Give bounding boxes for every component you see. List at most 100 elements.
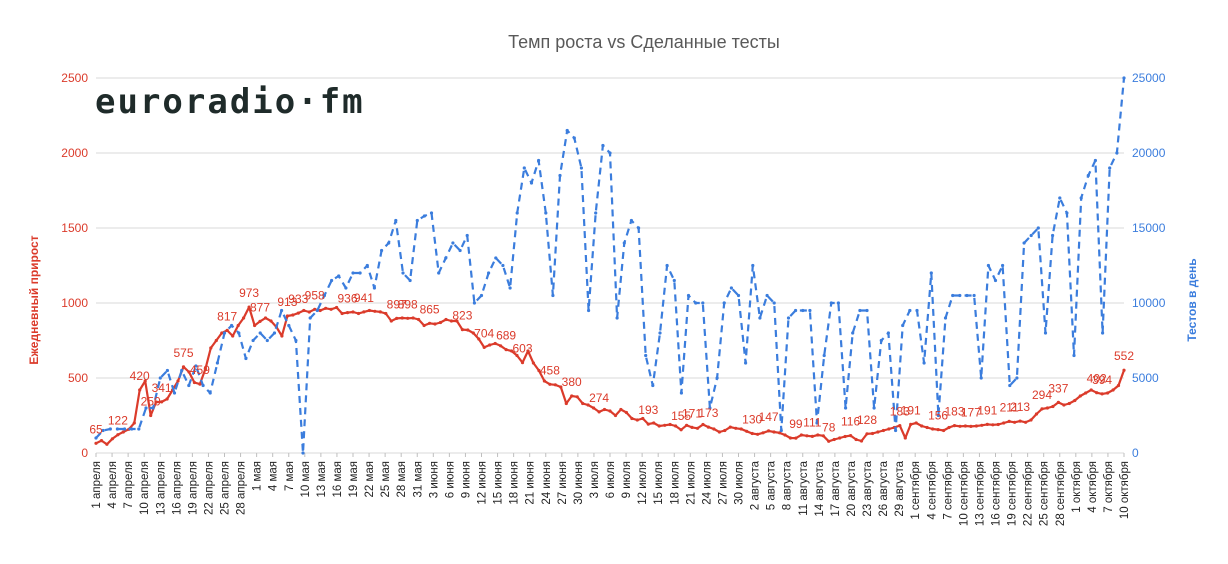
data-label: 147 xyxy=(759,410,779,424)
data-point xyxy=(394,218,398,223)
data-point xyxy=(1029,418,1033,422)
x-tick-label: 30 июля xyxy=(734,461,746,505)
data-point xyxy=(597,410,601,414)
data-point xyxy=(952,424,957,428)
data-point xyxy=(247,305,251,309)
data-point xyxy=(526,349,530,353)
data-point xyxy=(209,346,213,350)
data-point xyxy=(708,406,712,410)
data-point xyxy=(529,181,534,185)
data-point xyxy=(138,388,142,392)
data-point xyxy=(222,331,227,335)
data-point xyxy=(777,431,782,435)
data-label: 459 xyxy=(190,363,210,377)
data-point xyxy=(149,413,153,418)
data-point xyxy=(594,211,598,215)
data-point xyxy=(756,432,760,436)
data-label: 191 xyxy=(901,403,921,417)
data-point xyxy=(925,425,929,430)
data-point xyxy=(619,407,623,412)
data-point xyxy=(1002,421,1006,425)
daily-growth-line xyxy=(95,306,1126,446)
data-label: 191 xyxy=(977,403,997,417)
data-point xyxy=(815,421,819,425)
data-point xyxy=(330,278,334,283)
x-tick-label: 19 апреля xyxy=(187,461,199,515)
data-point xyxy=(515,353,519,358)
x-tick-label: 30 июня xyxy=(573,461,585,505)
data-point xyxy=(920,424,924,428)
data-label: 111 xyxy=(803,415,822,429)
data-point xyxy=(291,313,295,317)
data-point xyxy=(805,434,809,438)
x-tick-label: 1 апреля xyxy=(91,461,103,509)
right-y-axis: 0 5000 10000 15000 20000 25000 xyxy=(1132,71,1166,460)
data-point xyxy=(522,166,526,170)
data-label: 933 xyxy=(288,292,308,306)
data-point xyxy=(996,422,1000,427)
data-point xyxy=(269,319,273,323)
data-point xyxy=(679,391,684,395)
data-point xyxy=(187,370,191,374)
data-point xyxy=(779,428,783,433)
data-point xyxy=(449,319,453,323)
data-point xyxy=(881,428,886,433)
data-point xyxy=(581,401,585,406)
data-point xyxy=(1079,196,1083,200)
data-point xyxy=(308,316,312,320)
x-tick-label: 4 апреля xyxy=(107,461,119,509)
data-point xyxy=(143,379,147,383)
x-tick-label: 7 мая xyxy=(284,461,296,491)
data-point xyxy=(635,418,639,422)
data-point xyxy=(629,218,634,223)
data-point xyxy=(1115,151,1119,155)
data-point xyxy=(979,376,983,380)
data-point xyxy=(116,433,120,437)
data-point xyxy=(121,430,125,434)
data-point xyxy=(378,310,382,314)
data-point xyxy=(444,256,448,260)
data-point xyxy=(1086,173,1090,178)
data-point xyxy=(965,293,969,298)
data-point xyxy=(272,331,277,335)
data-point xyxy=(429,211,434,215)
data-label: 897 xyxy=(387,297,407,311)
data-point xyxy=(587,308,591,313)
data-point xyxy=(914,421,918,425)
data-point xyxy=(894,428,898,433)
data-point xyxy=(287,323,291,328)
data-point xyxy=(615,316,619,320)
data-point xyxy=(783,433,787,437)
data-label: 173 xyxy=(698,406,718,420)
x-tick-label: 15 июня xyxy=(493,461,505,505)
data-label: 898 xyxy=(398,297,418,311)
data-point xyxy=(230,323,234,328)
data-point xyxy=(151,406,155,410)
data-point xyxy=(622,241,626,245)
data-point xyxy=(242,316,246,320)
data-point xyxy=(736,293,741,298)
data-point xyxy=(520,361,525,365)
data-point xyxy=(351,310,355,314)
logo-wordmark: euroradio·fm xyxy=(95,82,365,122)
data-point xyxy=(637,226,641,230)
data-point xyxy=(537,158,541,163)
data-point xyxy=(1018,419,1022,423)
x-tick-label: 19 сентября xyxy=(1007,461,1019,526)
data-point xyxy=(499,344,503,348)
data-point xyxy=(444,317,448,322)
data-point xyxy=(586,403,590,407)
data-point xyxy=(1043,331,1048,335)
data-label: 177 xyxy=(961,405,981,419)
data-point xyxy=(387,241,391,245)
data-point xyxy=(751,263,755,268)
data-point xyxy=(417,317,421,322)
data-point xyxy=(1029,233,1033,238)
x-tick-label: 19 мая xyxy=(348,461,360,498)
data-label: 193 xyxy=(638,403,658,417)
data-point xyxy=(750,431,754,436)
data-point xyxy=(685,423,689,427)
data-point xyxy=(851,331,855,335)
data-point xyxy=(471,331,475,335)
